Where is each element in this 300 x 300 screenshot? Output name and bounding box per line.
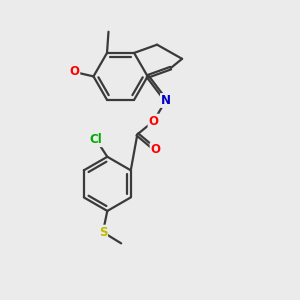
Text: Cl: Cl — [90, 133, 103, 146]
Text: O: O — [151, 143, 160, 156]
Text: S: S — [99, 226, 107, 239]
Text: N: N — [161, 94, 171, 107]
Text: O: O — [148, 115, 158, 128]
Text: O: O — [69, 65, 79, 79]
